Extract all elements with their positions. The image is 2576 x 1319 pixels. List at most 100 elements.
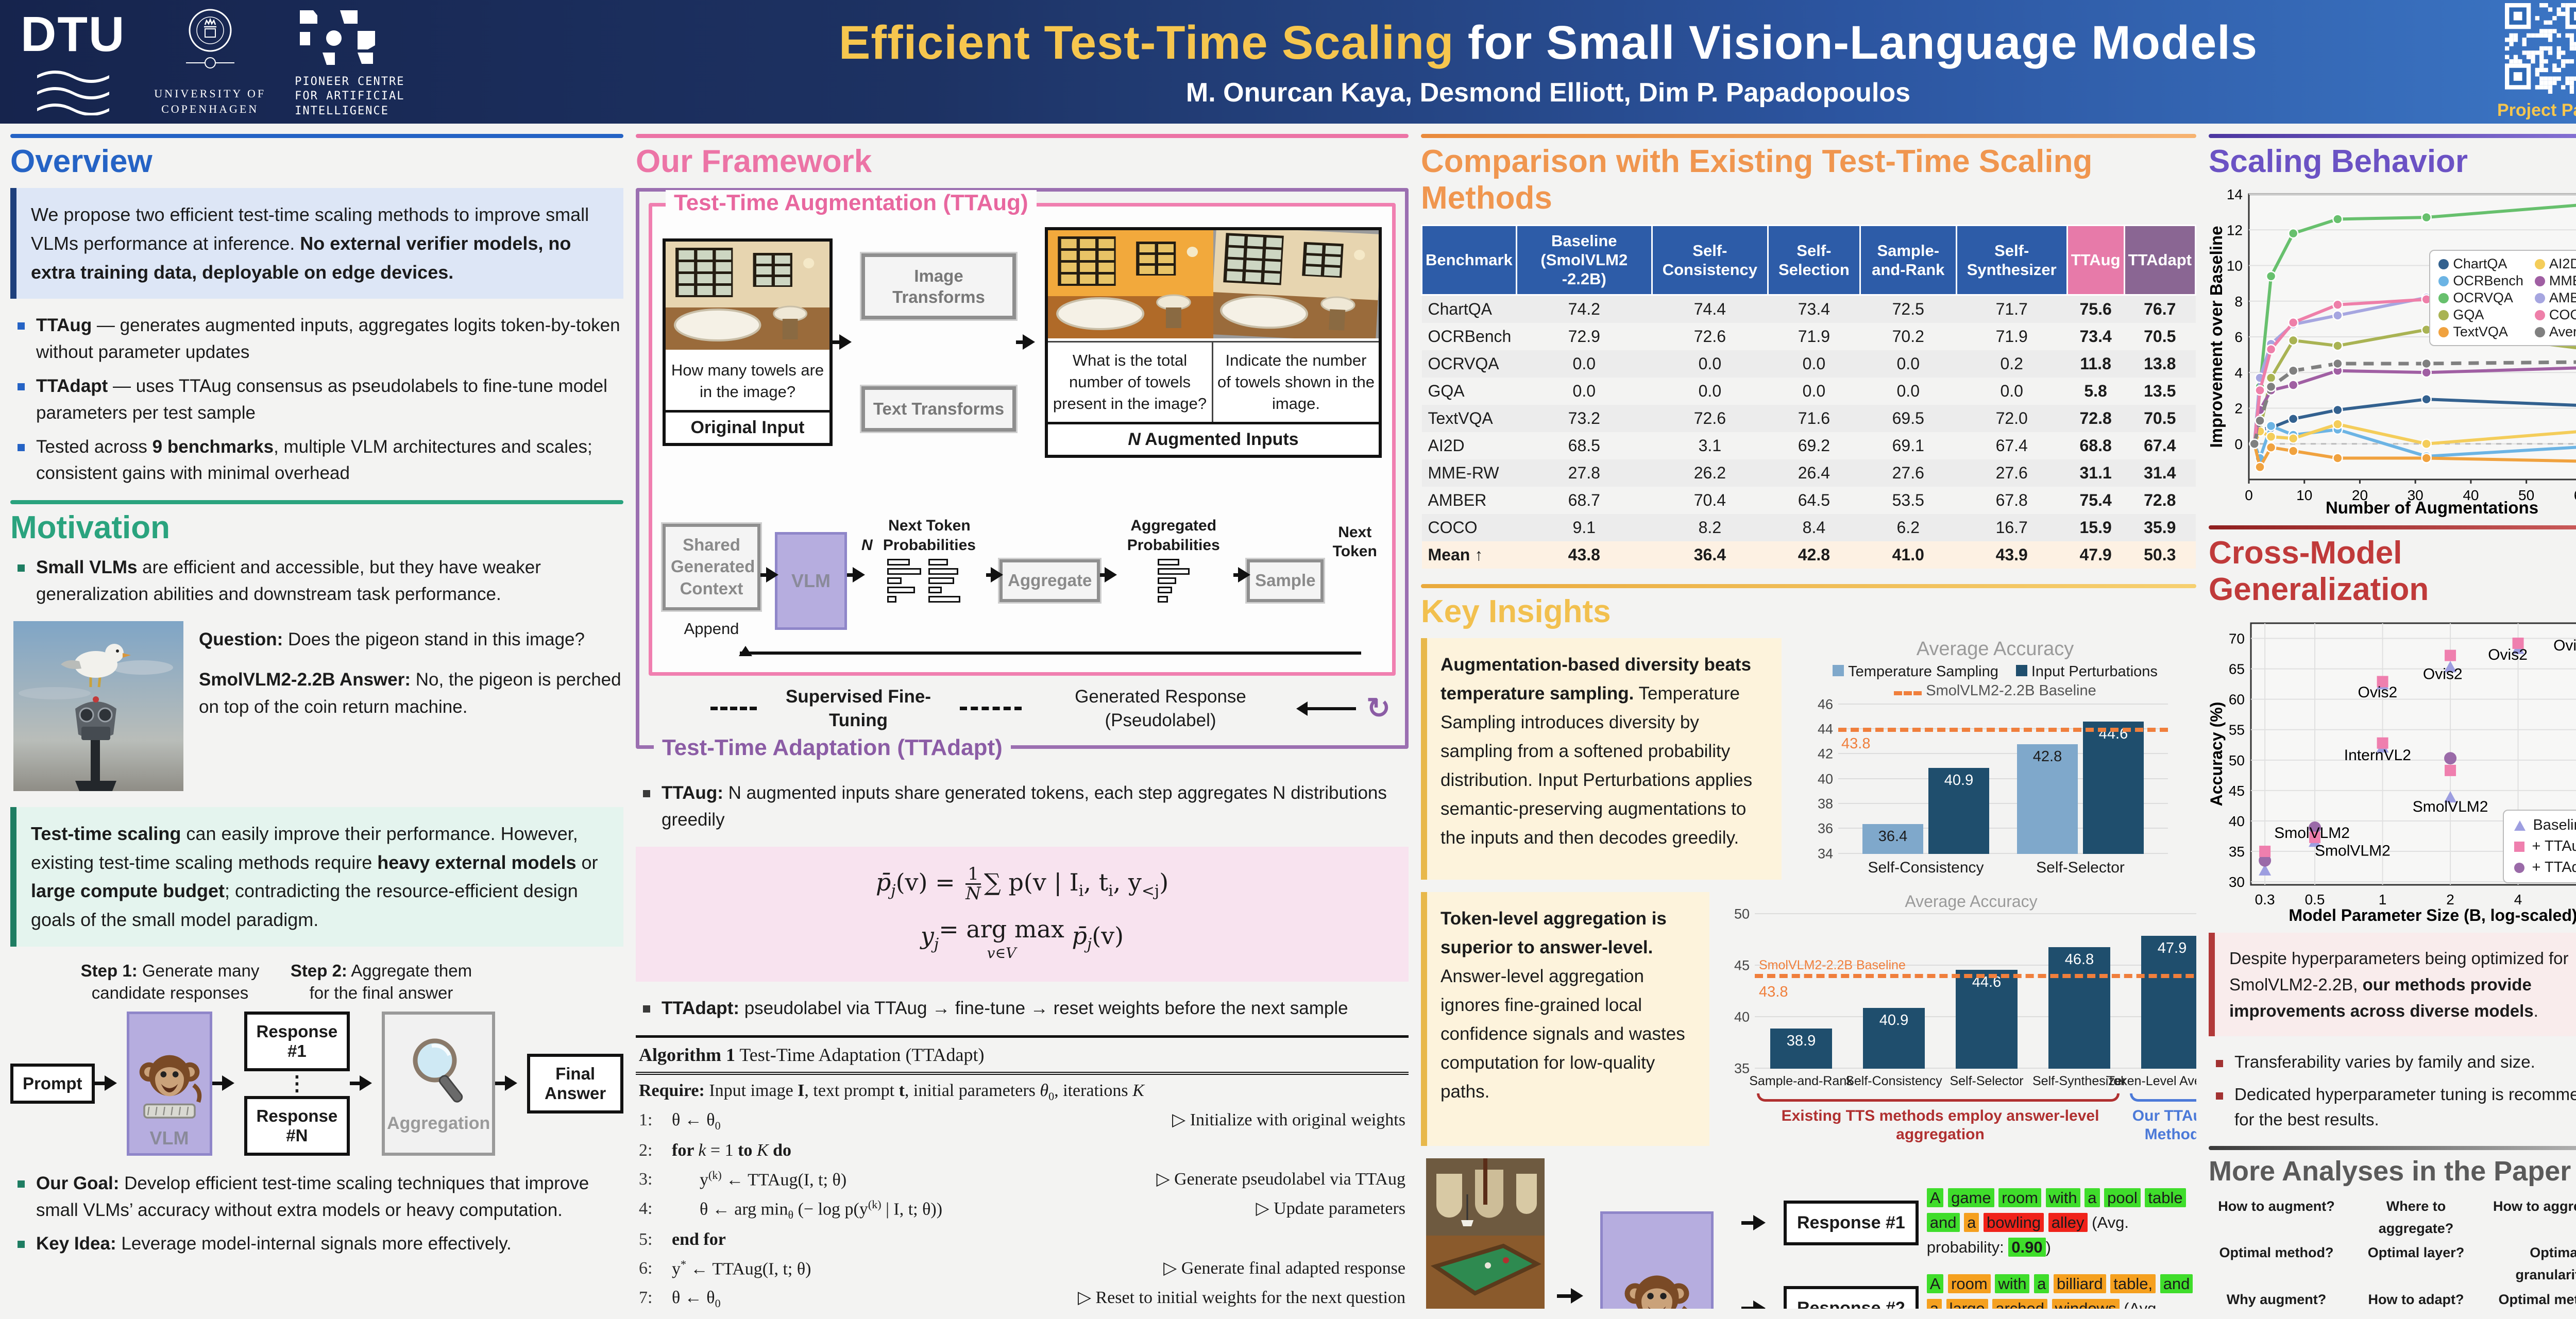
arrow <box>986 567 1004 583</box>
table-row: GQA 0.0 0.0 0.0 0.0 0.0 5.8 13.5 <box>1428 381 2176 400</box>
bar: 44.6 <box>1956 969 2018 1069</box>
aggregation-level-chart: Average Accuracy 35 40 45 50 38.9 Sample-and-R… <box>1722 892 2196 1146</box>
bar: 46.8 <box>2048 947 2110 1069</box>
comparison-heading: Comparison with Existing Test-Time Scali… <box>1421 144 2093 216</box>
table-row: AI2D 68.5 3.1 69.2 69.1 67.4 68.8 67.4 <box>1428 436 2176 455</box>
scaling-heading: Scaling Behavior <box>2209 144 2468 179</box>
arrow <box>1557 1288 1583 1304</box>
dtu-logo-text: DTU <box>21 6 126 62</box>
overview-rule <box>10 134 623 138</box>
svg-text:8: 8 <box>2234 294 2243 310</box>
ucph-logo-text: UNIVERSITY OF COPENHAGEN <box>154 87 266 115</box>
cross-model-heading: Cross-Model Generalization <box>2209 535 2429 607</box>
cycle-icon: ↻ <box>1366 692 1391 725</box>
example-question: Question: Does the pigeon stand in this … <box>199 629 585 649</box>
aggprobs-label: Aggregated Probabilities <box>1127 517 1220 554</box>
svg-text:40: 40 <box>2229 813 2245 829</box>
original-question: How many towels are in the image? <box>671 361 824 401</box>
cross-model-box: Despite hyperparameters being optimized … <box>2209 933 2576 1037</box>
column-header: Self- Selection <box>1767 225 1861 296</box>
augmented-question-1: What is the total number of towels prese… <box>1048 342 1213 422</box>
ttadapt-label: Test-Time Adaptation (TTAdapt) <box>654 735 1011 761</box>
svg-text:55: 55 <box>2229 722 2245 738</box>
monkey-icon <box>133 1049 206 1127</box>
bar: 47.9 <box>2141 935 2196 1069</box>
svg-text:35: 35 <box>2229 844 2245 860</box>
final-answer-box: Final Answer <box>527 1053 623 1114</box>
ttadapt-method-bullet: TTAdapt: pseudolabel via TTAug → fine-tu… <box>639 995 1409 1022</box>
poster-authors: M. Onurcan Kaya, Desmond Elliott, Dim P.… <box>1185 77 1911 108</box>
vertical-dots: ⋮ <box>286 1072 308 1095</box>
svg-text:0: 0 <box>2234 436 2243 452</box>
svg-text:Improvement over Baseline: Improvement over Baseline <box>2209 226 2226 448</box>
dtu-waves-icon <box>35 68 112 118</box>
overview-highlight-box: We propose two efficient test-time scali… <box>10 188 623 299</box>
project-page-qr[interactable]: Project Page <box>2483 3 2576 121</box>
svg-text:SmolVLM2: SmolVLM2 <box>2413 798 2488 815</box>
cross-model-rule <box>2209 525 2576 529</box>
svg-text:0: 0 <box>2245 487 2253 503</box>
bar: 42.8 <box>2017 744 2078 854</box>
arrow <box>760 567 778 583</box>
response-stack: Response #1 ⋮ Response #N <box>244 1011 350 1156</box>
algorithm-line: 1: θ ← θ0 ▷ Initialize with original weigh… <box>639 1110 1405 1133</box>
bar: 40.9 <box>1863 1007 1925 1069</box>
column-header: TTAdapt <box>2123 225 2196 296</box>
bars-icon <box>928 559 961 603</box>
describe-vlm-box: VLM <box>1600 1211 1714 1309</box>
svg-text:SmolVLM2: SmolVLM2 <box>2274 825 2350 842</box>
augmented-inputs-box: What is the total number of towels prese… <box>1045 226 1382 458</box>
table-row: MME-RW 27.8 26.2 26.4 27.6 27.6 31.1 31.4 <box>1421 459 2196 487</box>
table-row: TextVQA 73.2 72.6 71.6 69.5 72.0 72.8 70.5 <box>1421 404 2196 432</box>
svg-text:0.5: 0.5 <box>2305 892 2325 907</box>
bars-icon <box>887 559 922 603</box>
algorithm-line: 2: for k = 1 to K do <box>639 1140 792 1160</box>
step1-label: Step 1: Generate many candidate response… <box>80 961 260 1002</box>
svg-text:60: 60 <box>2574 487 2576 503</box>
pioneer-logo-text: PIONEER CENTRE FOR ARTIFICIAL INTELLIGENCE <box>295 75 405 117</box>
pioneer-dots-icon <box>295 5 382 70</box>
svg-text:Ovis2: Ovis2 <box>2488 646 2528 663</box>
svg-text:Number of Augmentations: Number of Augmentations <box>2326 498 2538 517</box>
algorithm-line: 7: θ ← θ0 ▷ Reset to initial weights for t… <box>639 1288 1405 1309</box>
bathroom-image <box>666 242 829 352</box>
scaling-rule <box>2209 134 2576 138</box>
arrow <box>1100 567 1117 583</box>
tts-overview-diagram: Prompt VLM Response #1 ⋮ Response #N Agg… <box>10 1011 623 1156</box>
image-transforms-box: Image Transforms <box>860 251 1018 321</box>
aggregation-box: Aggregation <box>382 1011 496 1156</box>
ucph-seal-icon <box>182 7 239 82</box>
more-analyses-rule <box>2209 1145 2576 1150</box>
response-tokens: A room with a billiard table, and a larg… <box>1926 1272 2196 1309</box>
arrow <box>1233 567 1251 583</box>
column-header: Sample- and-Rank <box>1859 225 1957 296</box>
insight-2-box: Token-level aggregation is superior to a… <box>1421 892 1709 1146</box>
svg-text:Ovis2: Ovis2 <box>2358 684 2397 701</box>
qr-label: Project Page <box>2497 100 2576 120</box>
column-analysis: Scaling Behavior 02468101214010203040506… <box>2209 134 2576 1309</box>
svg-text:Ovis2: Ovis2 <box>2553 637 2576 654</box>
bullet-benchmarks: Tested across 9 benchmarks, multiple VLM… <box>13 434 623 487</box>
response-row: Response #2 A room with a billiard table,… <box>1741 1272 2196 1309</box>
ttadapt-outer-box: Test-Time Adaptation (TTAdapt) Test-Time… <box>636 188 1409 761</box>
comparison-rule <box>1421 134 2196 138</box>
tuning-bullet: Dedicated hyperparameter tuning is recom… <box>2212 1082 2576 1133</box>
augmented-image-2 <box>1210 226 1382 342</box>
svg-text:30: 30 <box>2229 874 2245 890</box>
response-tokens: A game room with a pool table and a bowl… <box>1926 1186 2196 1260</box>
svg-text:14: 14 <box>2227 188 2243 202</box>
qr-code-icon[interactable] <box>2505 3 2576 96</box>
svg-text:6: 6 <box>2234 329 2243 345</box>
sft-label: Supervised Fine-Tuning <box>785 687 931 730</box>
column-overview-motivation: Overview We propose two efficient test-t… <box>10 134 623 1309</box>
ttaug-box: Test-Time Augmentation (TTAug) How many … <box>649 190 1396 676</box>
arrow <box>350 1075 372 1091</box>
arrow <box>847 567 865 583</box>
motivation-rule <box>10 500 623 505</box>
svg-text:12: 12 <box>2227 222 2243 238</box>
response-label-box: Response #2 <box>1784 1286 1919 1309</box>
svg-text:2: 2 <box>2234 401 2243 417</box>
left-arrow <box>1296 701 1357 716</box>
algorithm-line: 4: θ ← arg minθ (− log p(y(k) | I, t; θ))… <box>639 1198 1405 1222</box>
ttaug-method-bullet: TTAug: N augmented inputs share generate… <box>639 780 1409 833</box>
